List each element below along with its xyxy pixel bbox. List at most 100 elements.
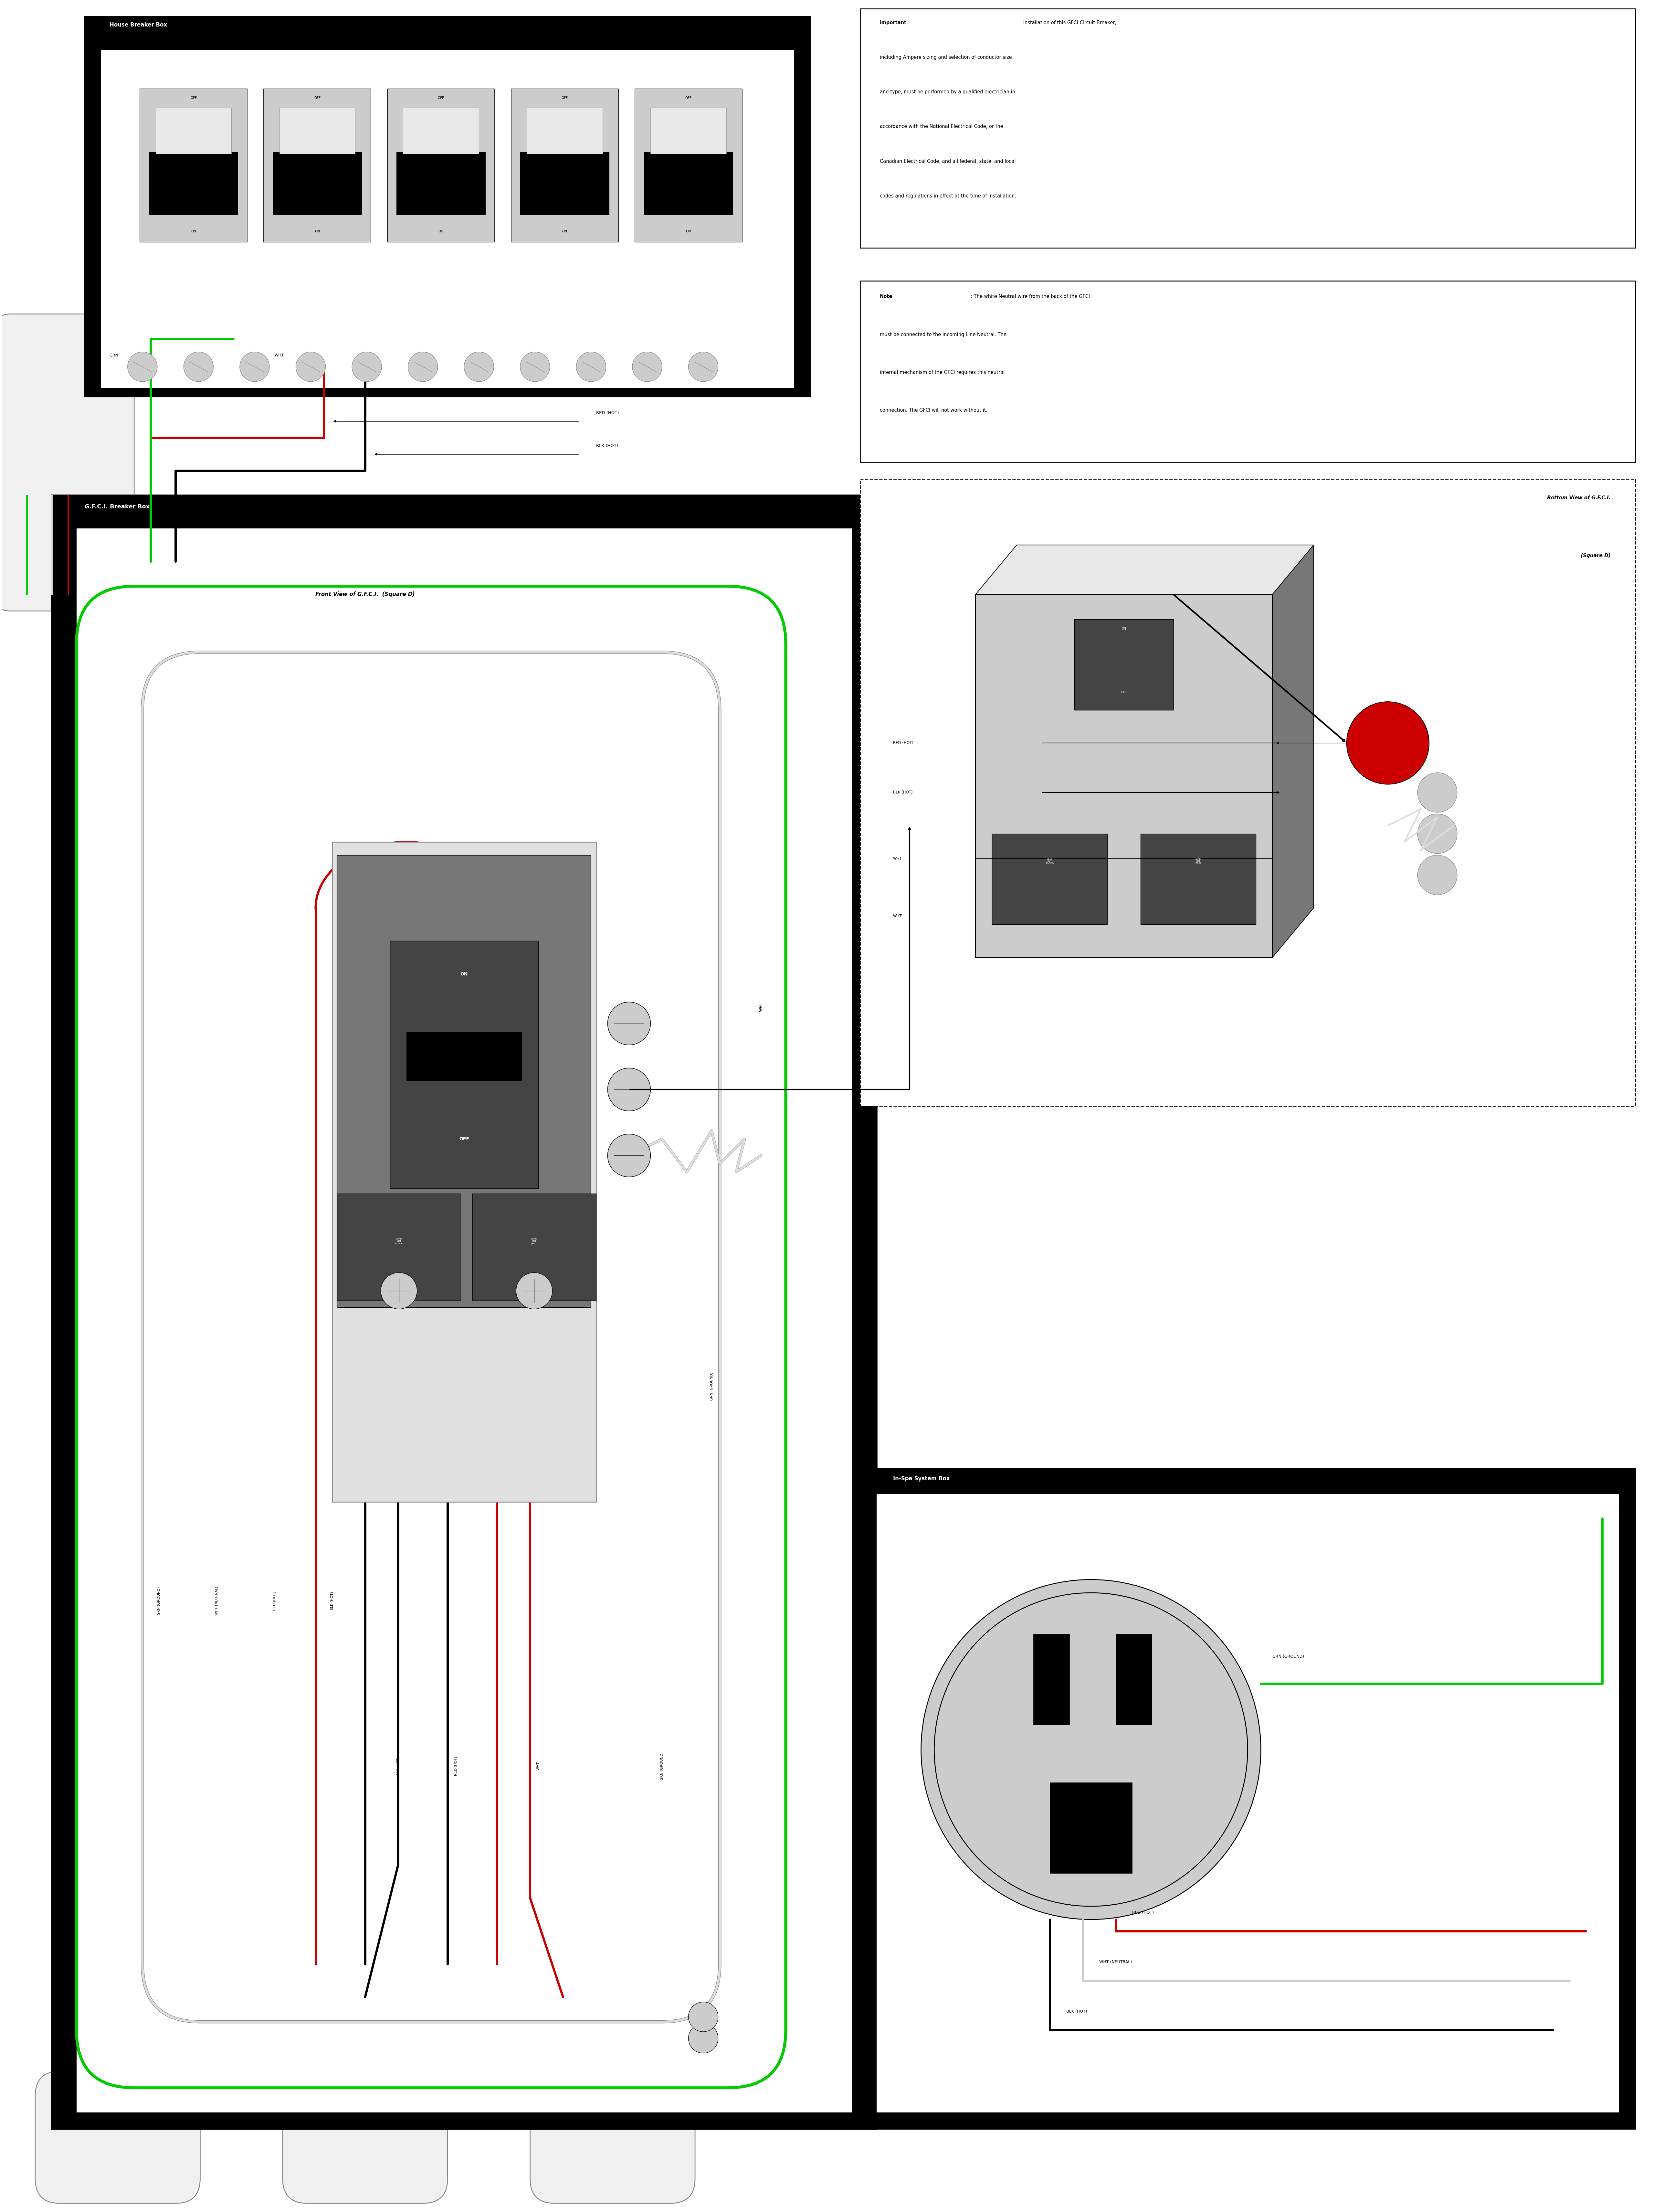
- Text: WHT: WHT: [893, 856, 901, 860]
- Text: Note: Note: [880, 294, 893, 299]
- Text: and type, must be performed by a qualified electrician in: and type, must be performed by a qualifi…: [880, 88, 1016, 95]
- Text: codes and regulations in effect at the time of installation.: codes and regulations in effect at the t…: [880, 192, 1016, 199]
- Text: GRN (GROUND): GRN (GROUND): [710, 1371, 713, 1400]
- Text: LOAD
OUT
(BLACK): LOAD OUT (BLACK): [1045, 858, 1054, 865]
- Bar: [992, 834, 1108, 925]
- Text: WHT (NEUTRAL): WHT (NEUTRAL): [1100, 1960, 1131, 1964]
- Text: ON: ON: [438, 230, 443, 232]
- FancyBboxPatch shape: [35, 2070, 200, 2203]
- Bar: [1034, 1635, 1070, 1725]
- Text: RED (HOT): RED (HOT): [595, 411, 619, 416]
- FancyBboxPatch shape: [51, 495, 877, 2128]
- Text: BLK (HOT): BLK (HOT): [1067, 2008, 1087, 2013]
- Text: In-Spa System Box: In-Spa System Box: [893, 1475, 949, 1482]
- Circle shape: [607, 1135, 650, 1177]
- Circle shape: [352, 352, 382, 383]
- Circle shape: [519, 352, 549, 383]
- Text: OFF: OFF: [561, 95, 567, 100]
- Text: GRN (GROUND): GRN (GROUND): [660, 1752, 663, 1781]
- Polygon shape: [1272, 544, 1313, 958]
- Text: OFF: OFF: [314, 95, 321, 100]
- FancyBboxPatch shape: [635, 88, 743, 241]
- Text: BLK (HOT): BLK (HOT): [893, 790, 913, 794]
- Text: BLK (HOT): BLK (HOT): [331, 1593, 334, 1610]
- Circle shape: [465, 352, 495, 383]
- FancyBboxPatch shape: [860, 9, 1636, 248]
- Circle shape: [240, 352, 270, 383]
- FancyBboxPatch shape: [860, 480, 1636, 1106]
- Circle shape: [688, 2024, 718, 2053]
- Circle shape: [1346, 701, 1429, 785]
- Circle shape: [688, 352, 718, 383]
- FancyBboxPatch shape: [76, 529, 852, 2112]
- Bar: [155, 108, 232, 155]
- Bar: [397, 153, 486, 215]
- Circle shape: [576, 352, 605, 383]
- Bar: [149, 153, 238, 215]
- Bar: [273, 153, 362, 215]
- Text: Bottom View of G.F.C.I.: Bottom View of G.F.C.I.: [1546, 495, 1611, 500]
- Text: accordance with the National Electrical Code, or the: accordance with the National Electrical …: [880, 124, 1002, 128]
- Circle shape: [409, 352, 438, 383]
- Bar: [643, 153, 733, 215]
- Circle shape: [607, 1002, 650, 1044]
- Text: Canadian Electrical Code, and all federal, state, and local: Canadian Electrical Code, and all federa…: [880, 159, 1016, 164]
- Bar: [1075, 619, 1173, 710]
- Text: (Square D): (Square D): [1581, 553, 1611, 557]
- Circle shape: [127, 352, 157, 383]
- FancyBboxPatch shape: [0, 314, 134, 611]
- Text: RED (HOT): RED (HOT): [1133, 1911, 1154, 1916]
- Circle shape: [607, 1068, 650, 1110]
- Text: BLK (HOT): BLK (HOT): [595, 445, 619, 449]
- Bar: [650, 108, 726, 155]
- FancyBboxPatch shape: [337, 856, 590, 1307]
- Text: internal mechanism of the GFCI requires this neutral: internal mechanism of the GFCI requires …: [880, 369, 1004, 374]
- Circle shape: [921, 1579, 1260, 1920]
- Text: ON: ON: [190, 230, 197, 232]
- Bar: [1116, 1635, 1151, 1725]
- Text: GRN (GROUND): GRN (GROUND): [1272, 1655, 1303, 1659]
- Bar: [519, 153, 609, 215]
- Text: ON: ON: [562, 230, 567, 232]
- Circle shape: [1417, 814, 1457, 854]
- Text: connection. The GFCI will not work without it.: connection. The GFCI will not work witho…: [880, 407, 987, 414]
- Circle shape: [688, 2002, 718, 2031]
- Text: RED (HOT): RED (HOT): [455, 1756, 458, 1776]
- Bar: [390, 940, 538, 1188]
- FancyBboxPatch shape: [529, 2070, 695, 2203]
- Bar: [1050, 1783, 1133, 1874]
- Text: G.F.C.I. Breaker Box: G.F.C.I. Breaker Box: [84, 504, 151, 509]
- Circle shape: [380, 1272, 417, 1310]
- Circle shape: [632, 352, 662, 383]
- Bar: [526, 108, 602, 155]
- Text: WHT: WHT: [759, 1002, 762, 1011]
- Bar: [404, 108, 480, 155]
- Text: OFF: OFF: [685, 95, 691, 100]
- Polygon shape: [976, 544, 1313, 595]
- Circle shape: [1417, 856, 1457, 896]
- FancyBboxPatch shape: [976, 595, 1272, 958]
- Text: : Installation of this GFCI Circuit Breaker,: : Installation of this GFCI Circuit Brea…: [1021, 20, 1116, 24]
- FancyBboxPatch shape: [283, 2070, 448, 2203]
- FancyBboxPatch shape: [332, 843, 595, 1502]
- Text: WHT: WHT: [275, 354, 284, 358]
- FancyBboxPatch shape: [473, 1194, 595, 1301]
- Text: WHT (NEUTRAL): WHT (NEUTRAL): [215, 1586, 218, 1615]
- FancyBboxPatch shape: [860, 281, 1636, 462]
- FancyBboxPatch shape: [877, 1493, 1619, 2112]
- Text: House Breaker Box: House Breaker Box: [109, 22, 167, 29]
- FancyBboxPatch shape: [860, 1469, 1636, 2128]
- FancyBboxPatch shape: [101, 51, 794, 389]
- Text: ON: ON: [1121, 628, 1126, 630]
- Text: Front View of G.F.C.I.  (Square D): Front View of G.F.C.I. (Square D): [316, 591, 415, 597]
- FancyBboxPatch shape: [387, 88, 495, 241]
- FancyBboxPatch shape: [337, 1194, 461, 1301]
- Text: LOAD
OUT
(RED): LOAD OUT (RED): [531, 1239, 538, 1245]
- Text: RED (HOT): RED (HOT): [273, 1590, 276, 1610]
- Text: WHT: WHT: [536, 1761, 539, 1770]
- Text: ON: ON: [314, 230, 319, 232]
- Text: including Ampere sizing and selection of conductor size: including Ampere sizing and selection of…: [880, 55, 1012, 60]
- Text: OFF: OFF: [460, 1137, 470, 1141]
- Text: OFF: OFF: [1121, 690, 1126, 695]
- Text: ON: ON: [460, 971, 468, 975]
